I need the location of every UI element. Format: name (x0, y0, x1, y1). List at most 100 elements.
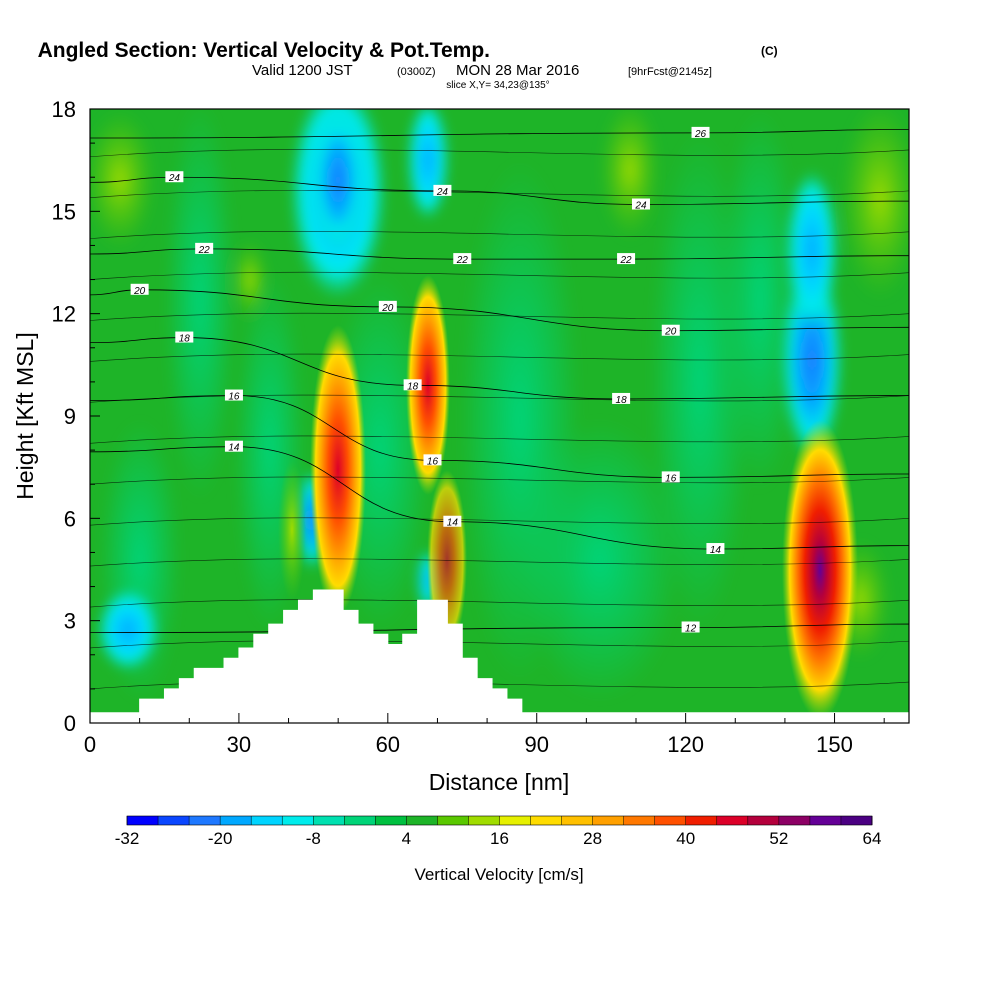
theta-contour-label: 18 (175, 331, 194, 345)
y-tick-label: 9 (64, 404, 76, 429)
terrain (90, 589, 909, 723)
colorbar-tick-label: -32 (115, 829, 140, 848)
colorbar-swatch (127, 816, 159, 825)
colorbar-tick-label: 64 (863, 829, 882, 848)
colorbar-swatch (220, 816, 252, 825)
y-tick-label: 12 (52, 302, 76, 327)
theta-contour-line (90, 640, 909, 649)
theta-contour-label: 14 (443, 515, 462, 529)
colorbar-tick-label: 16 (490, 829, 509, 848)
slice-label: slice X,Y= 34,23@135° (446, 80, 549, 91)
svg-text:16: 16 (228, 392, 240, 403)
colorbar-swatch (561, 816, 594, 825)
theta-contour-label: 16 (423, 454, 442, 467)
x-tick-label: 30 (227, 732, 251, 757)
theta-contour-line (90, 599, 909, 608)
y-axis-label: Height [Kft MSL] (12, 332, 38, 499)
theta-contour-label: 20 (661, 324, 680, 338)
svg-text:14: 14 (710, 545, 722, 556)
colorbar-swatch (499, 816, 532, 825)
chart-title-unit: (C) (761, 44, 778, 58)
colorbar-swatch (747, 816, 780, 825)
x-tick-label: 60 (376, 732, 400, 757)
chart-title: Angled Section: Vertical Velocity & Pot.… (38, 39, 490, 62)
theta-contour-label: 20 (130, 283, 149, 297)
svg-text:24: 24 (168, 173, 181, 184)
colorbar-swatch (623, 816, 656, 825)
plot-area (90, 109, 909, 723)
svg-text:18: 18 (179, 334, 191, 345)
theta-contour-label: 22 (617, 253, 636, 266)
theta-contour-line (90, 312, 909, 321)
colorbar-tick-label: 4 (402, 829, 411, 848)
svg-text:24: 24 (634, 201, 647, 212)
colorbar-swatch (406, 816, 438, 825)
colorbar-swatch (313, 816, 345, 825)
colorbar-swatch (375, 816, 407, 825)
theta-contour-label: 16 (661, 471, 680, 484)
colorbar-swatch (592, 816, 625, 825)
updraft-cores (278, 275, 858, 720)
theta-contour-label: 22 (453, 253, 472, 266)
theta-contour-label: 24 (631, 198, 650, 212)
svg-text:20: 20 (133, 286, 146, 297)
theta-contour-label: 22 (195, 242, 214, 256)
svg-text:12: 12 (685, 623, 697, 634)
svg-text:18: 18 (407, 381, 419, 392)
colorbar-swatch (654, 816, 687, 825)
theta-contour-line (90, 517, 909, 526)
colorbar: -32 -20 -8 4 16 28 40 52 64 (115, 815, 882, 848)
colorbar-swatch (158, 816, 190, 825)
colorbar-tick-label: 52 (769, 829, 788, 848)
svg-text:16: 16 (427, 456, 439, 467)
theta-contour-label: 26 (691, 126, 710, 140)
svg-text:20: 20 (664, 327, 677, 338)
svg-text:[9hrFcst@2145z]: [9hrFcst@2145z] (628, 66, 712, 78)
svg-text:Valid 1200 JST: Valid 1200 JST (252, 62, 353, 79)
colorbar-swatch (282, 816, 314, 825)
x-axis-label: Distance [nm] (429, 769, 570, 795)
colorbar-swatch (189, 816, 221, 825)
svg-text:22: 22 (198, 245, 211, 256)
velocity-field (90, 109, 909, 700)
theta-contour-label: 18 (403, 379, 422, 392)
theta-contour-26 (90, 129, 909, 139)
theta-contour-line (90, 230, 909, 239)
theta-contour-label: 18 (612, 392, 631, 406)
x-axis: 0 30 60 90 120 150 (84, 713, 885, 757)
svg-text:26: 26 (694, 129, 707, 140)
y-tick-label: 15 (52, 199, 76, 224)
y-tick-label: 0 (64, 711, 76, 736)
x-tick-label: 150 (816, 732, 853, 757)
colorbar-swatch (809, 816, 842, 825)
theta-contour-line (90, 476, 909, 485)
colorbar-swatch (685, 816, 718, 825)
x-tick-label: 90 (524, 732, 548, 757)
colorbar-swatch (716, 816, 749, 825)
y-tick-label: 6 (64, 506, 76, 531)
theta-contour-label: 16 (224, 389, 243, 403)
theta-contour-line (90, 435, 909, 444)
x-tick-label: 120 (667, 732, 704, 757)
colorbar-tick-label: 28 (583, 829, 602, 848)
svg-text:22: 22 (620, 255, 633, 266)
svg-text:14: 14 (228, 443, 240, 454)
colorbar-swatch (778, 816, 811, 825)
svg-text:(0300Z): (0300Z) (397, 66, 436, 78)
svg-text:MON 28 Mar 2016: MON 28 Mar 2016 (456, 62, 579, 79)
y-tick-label: 3 (64, 609, 76, 634)
svg-text:16: 16 (665, 473, 677, 484)
colorbar-tick-label: -8 (306, 829, 321, 848)
svg-text:20: 20 (381, 303, 394, 314)
colorbar-swatch (437, 816, 469, 825)
theta-contour-line (90, 558, 909, 567)
colorbar-swatch (530, 816, 563, 825)
x-tick-label: 0 (84, 732, 96, 757)
theta-contour-line (90, 353, 909, 362)
y-tick-label: 18 (52, 97, 76, 122)
colorbar-tick-label: 40 (676, 829, 695, 848)
colorbar-label: Vertical Velocity [cm/s] (414, 865, 583, 884)
theta-contour-label: 24 (165, 171, 184, 184)
colorbar-tick-label: -20 (208, 829, 233, 848)
colorbar-swatch (251, 816, 283, 825)
